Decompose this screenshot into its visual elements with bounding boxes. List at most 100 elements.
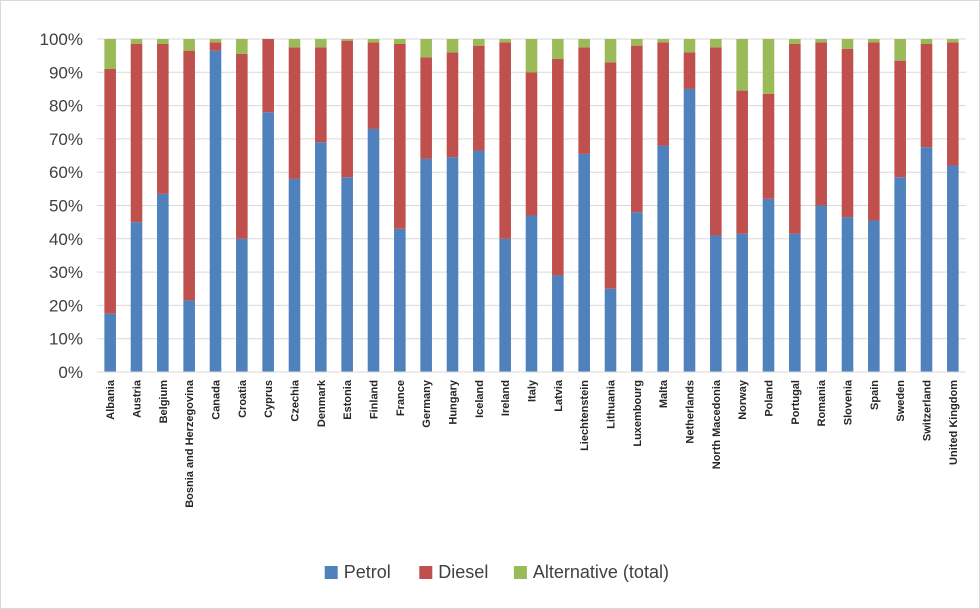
x-tick-label: Austria (132, 379, 144, 418)
bar-segment (841, 39, 854, 49)
x-tick-label: Hungary (448, 379, 460, 425)
x-tick-label: Belgium (158, 380, 170, 424)
bar-segment (631, 45, 643, 213)
bar-segment (157, 43, 169, 194)
x-tick-labels: Albania Austria Belgium Bosnia and Herzegov… (105, 379, 960, 508)
x-tick-label: Switzerland (922, 380, 934, 441)
bar-segment (815, 205, 827, 372)
bar-segment (710, 47, 722, 236)
bar-segment (130, 222, 143, 372)
bar-segment (868, 39, 880, 43)
x-tick-label: Portugal (790, 380, 802, 425)
bar-segment (894, 39, 906, 61)
bar-segment (236, 238, 248, 372)
x-tick-label: Malta (658, 379, 670, 408)
bar-segment (657, 42, 669, 146)
x-tick-label: Denmark (316, 379, 328, 427)
bar-segment (209, 50, 222, 372)
x-tick-label: Czechia (290, 379, 302, 421)
bar-segment (683, 39, 696, 53)
bar-segment (473, 39, 485, 46)
x-tick-label: Ireland (500, 380, 512, 416)
x-tick-label: Estonia (342, 379, 354, 420)
legend: Petrol Diesel Alternative (total) (324, 562, 669, 582)
bar-segment (631, 39, 643, 46)
bar-segment (789, 43, 801, 234)
legend-swatch (419, 566, 433, 579)
x-tick-label: Germany (421, 379, 433, 428)
bar-segment (473, 150, 485, 372)
x-tick-label: Canada (211, 379, 223, 420)
bar-segment (288, 39, 301, 48)
x-tick-label: Lithuania (606, 379, 618, 429)
x-tick-label: Slovenia (843, 379, 855, 425)
bar-segment (157, 39, 169, 44)
bar-segment (631, 212, 643, 372)
bar-segment (288, 178, 301, 372)
bar-segment (104, 39, 116, 69)
bar-segment (868, 220, 880, 372)
bar-segment (947, 42, 959, 166)
bar-segment (394, 228, 406, 372)
y-tick-label: 30% (49, 263, 83, 282)
bar-segment (604, 62, 617, 289)
bar-segment (525, 215, 538, 372)
bar-segment (236, 39, 248, 54)
bar-segment (920, 147, 933, 372)
bar-segment (736, 233, 748, 372)
bar-segment (367, 39, 380, 43)
bar-segment (552, 39, 564, 59)
bar-segment (341, 39, 353, 41)
bar-segment (209, 42, 222, 51)
legend-label: Petrol (344, 562, 391, 582)
legend-label: Alternative (total) (533, 562, 669, 582)
bar-segment (762, 39, 775, 94)
x-tick-label: Luxembourg (632, 380, 644, 447)
x-tick-label: Albania (105, 379, 117, 420)
bar-segment (315, 142, 327, 372)
y-tick-label: 40% (49, 230, 83, 249)
bar-segment (841, 217, 854, 372)
y-tick-labels: 0% 10% 20% 30% 40% 50% 60% 70% 80% 90% 100% (40, 30, 83, 382)
bar-segment (920, 43, 933, 148)
y-tick-label: 60% (49, 163, 83, 182)
bar-segment (736, 90, 748, 234)
bar-segment (130, 39, 143, 44)
bar-segment (841, 48, 854, 218)
bar-segment (894, 177, 906, 372)
x-tick-label: Croatia (237, 379, 249, 418)
bar-segment (894, 60, 906, 178)
bar-segment (157, 193, 169, 372)
bar-segment (130, 43, 143, 223)
bar-segment (604, 288, 617, 372)
x-tick-label: Cyprus (263, 380, 275, 418)
bar-segment (367, 42, 380, 129)
bar-segment (578, 47, 590, 154)
bar-segment (947, 39, 959, 43)
bar-segment (657, 145, 669, 372)
bar-segment (789, 39, 801, 44)
bar-segment (262, 39, 274, 113)
bar-segment (868, 42, 880, 221)
bar-segment (394, 43, 406, 229)
bar-segment (104, 68, 116, 314)
legend-swatch (324, 566, 338, 579)
bar-segment (104, 313, 116, 372)
bar-segment (420, 57, 432, 159)
y-tick-label: 70% (49, 130, 83, 149)
bar-segment (446, 39, 459, 53)
x-tick-label: Iceland (474, 380, 486, 418)
bar-segment (552, 275, 564, 372)
bar-segment (683, 52, 696, 89)
x-tick-label: Netherlands (685, 380, 697, 444)
x-tick-label: France (395, 380, 407, 416)
bar-segment (552, 58, 564, 276)
bar-segment (446, 52, 459, 158)
legend-swatch (513, 566, 527, 579)
bar-segment (578, 153, 590, 372)
bar-segment (789, 233, 801, 372)
bar-segment (183, 300, 195, 372)
bar-segment (920, 39, 933, 44)
bar-segment (578, 39, 590, 48)
